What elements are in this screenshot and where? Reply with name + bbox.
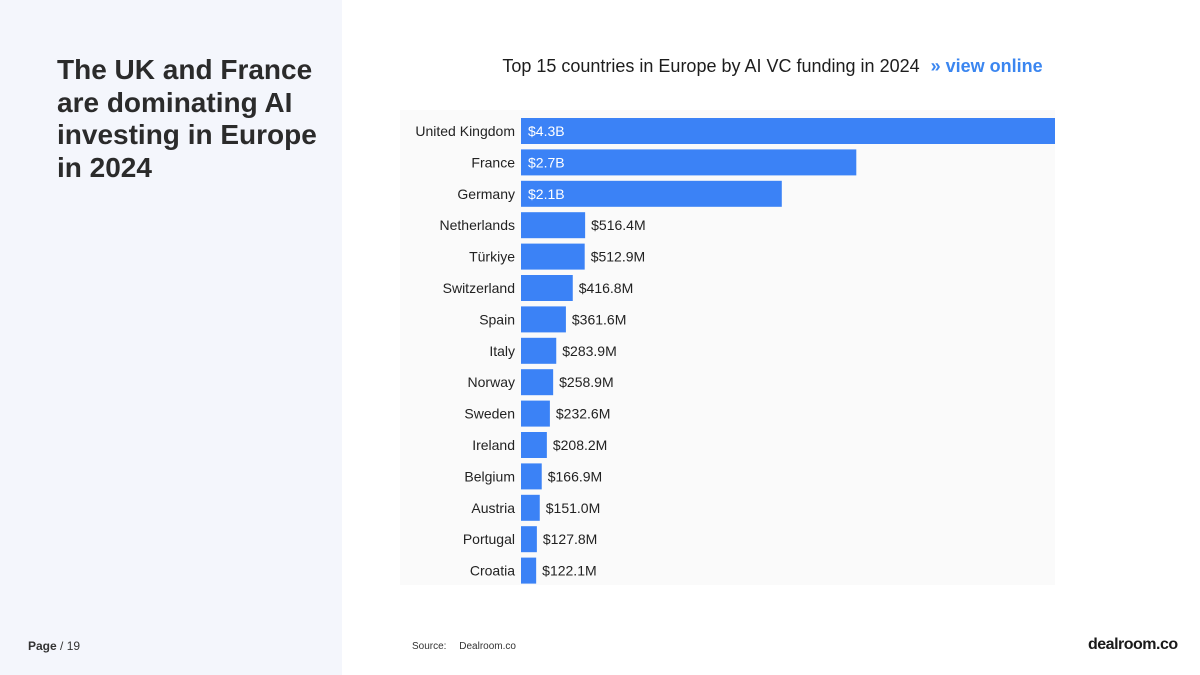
data-label: $2.7B — [528, 154, 565, 170]
category-label: Portugal — [463, 531, 515, 547]
data-label: $416.8M — [579, 280, 633, 296]
category-label: Switzerland — [443, 280, 515, 296]
chart-title-row: Top 15 countries in Europe by AI VC fund… — [400, 56, 1145, 84]
category-label: Netherlands — [440, 217, 516, 233]
page-separator: / — [60, 639, 64, 653]
bar[interactable] — [521, 494, 540, 521]
data-label: $2.1B — [528, 186, 565, 202]
page-headline: The UK and France are dominating AI inve… — [57, 54, 317, 183]
dealroom-logo: dealroom.co — [1088, 636, 1178, 653]
data-label: $127.8M — [543, 531, 597, 547]
source-line: Source: Dealroom.co — [412, 641, 516, 652]
category-label: United Kingdom — [415, 123, 515, 139]
chart-area: United Kingdom $4.3B France $2.7B Germany $2.… — [400, 110, 1055, 585]
page-label: Page — [28, 639, 57, 653]
source-value: Dealroom.co — [459, 641, 516, 652]
data-label: $361.6M — [572, 311, 626, 327]
category-label: Italy — [489, 343, 515, 359]
category-label: Austria — [471, 500, 515, 516]
source-label: Source: — [412, 641, 447, 652]
bar[interactable] — [521, 118, 1055, 144]
category-label: Spain — [479, 311, 515, 327]
view-online-link[interactable]: » view online — [930, 56, 1043, 76]
data-label: $166.9M — [548, 468, 602, 484]
bar[interactable] — [521, 306, 566, 333]
category-label: Sweden — [464, 406, 515, 422]
category-label: France — [471, 154, 515, 170]
data-label: $512.9M — [591, 249, 645, 265]
category-label: Belgium — [464, 468, 515, 484]
data-label: $283.9M — [562, 343, 616, 359]
category-label: Ireland — [472, 437, 515, 453]
data-label: $232.6M — [556, 406, 610, 422]
data-label: $151.0M — [546, 500, 600, 516]
bar[interactable] — [521, 337, 557, 364]
bar[interactable] — [521, 557, 537, 584]
bar[interactable] — [521, 275, 573, 301]
page-number: Page / 19 — [28, 639, 80, 653]
category-label: Germany — [457, 186, 515, 202]
category-label: Croatia — [470, 563, 515, 579]
bar[interactable] — [521, 212, 586, 239]
bar[interactable] — [521, 369, 554, 396]
bar[interactable] — [521, 432, 547, 458]
category-label: Türkiye — [469, 249, 515, 265]
bar[interactable] — [521, 149, 857, 176]
bar[interactable] — [521, 243, 585, 270]
bar-chart: United Kingdom $4.3B France $2.7B Germany $2.… — [415, 118, 1055, 584]
data-label: $122.1M — [542, 563, 596, 579]
data-label: $208.2M — [553, 437, 607, 453]
bar[interactable] — [521, 180, 782, 207]
bar[interactable] — [521, 463, 542, 490]
data-label: $516.4M — [591, 217, 645, 233]
bar[interactable] — [521, 526, 537, 553]
data-label: $4.3B — [528, 123, 565, 139]
bar[interactable] — [521, 400, 550, 427]
data-label: $258.9M — [559, 374, 613, 390]
page-number-value: 19 — [66, 639, 81, 653]
left-panel: The UK and France are dominating AI inve… — [0, 0, 342, 675]
category-label: Norway — [468, 374, 515, 390]
chart-title: Top 15 countries in Europe by AI VC fund… — [502, 56, 920, 76]
